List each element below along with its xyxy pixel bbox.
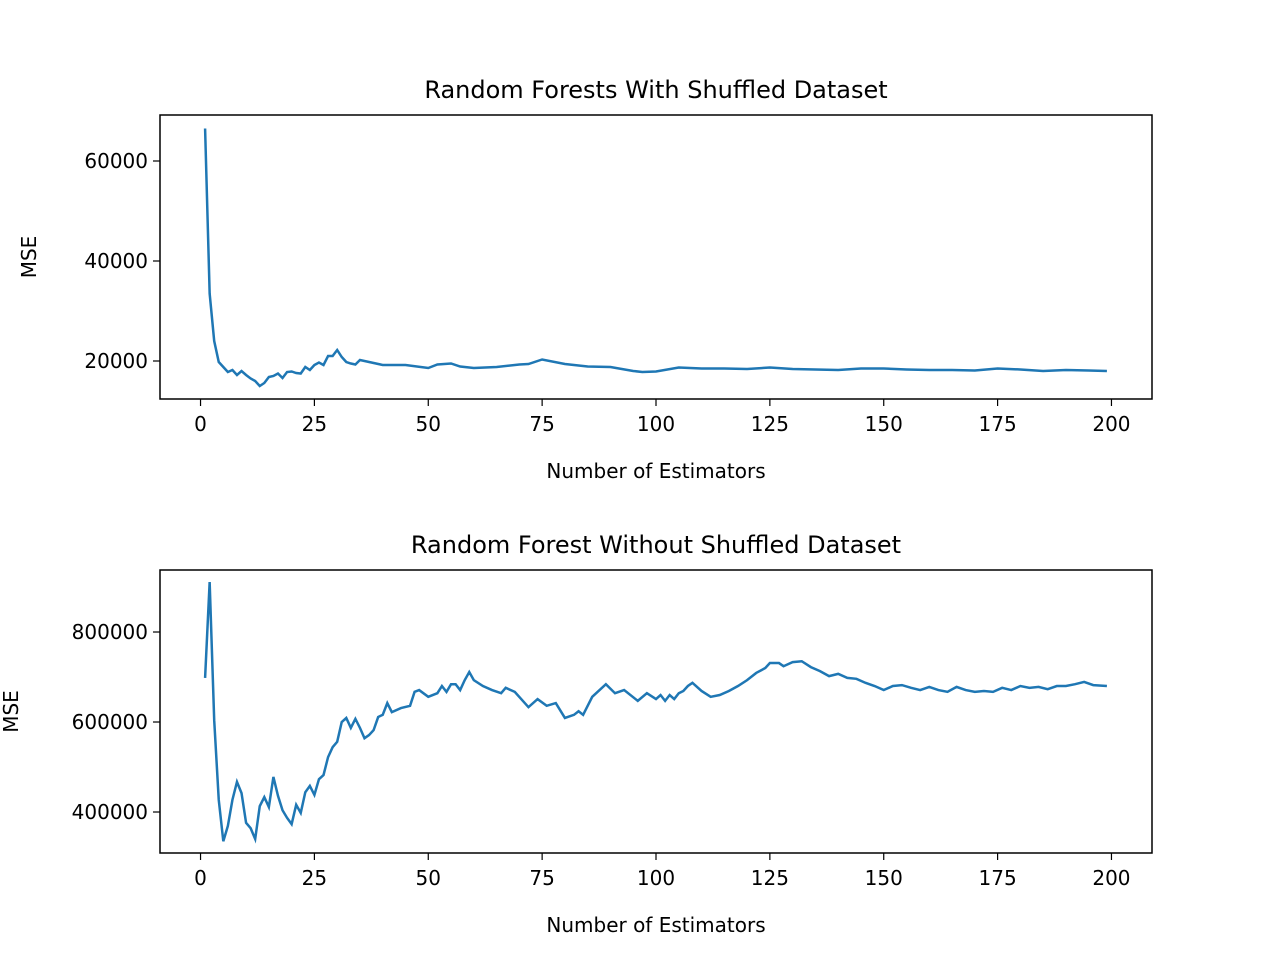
y-tick-label: 20000 xyxy=(84,349,148,373)
y-tick-label: 600000 xyxy=(72,710,148,734)
x-axis-label: Number of Estimators xyxy=(546,913,765,937)
x-tick-label: 50 xyxy=(416,866,441,890)
x-tick-label: 125 xyxy=(751,412,789,436)
x-tick-label: 200 xyxy=(1092,866,1130,890)
y-tick-label: 400000 xyxy=(72,800,148,824)
x-tick-label: 25 xyxy=(302,412,327,436)
x-tick-label: 175 xyxy=(979,412,1017,436)
x-tick-label: 175 xyxy=(979,866,1017,890)
x-tick-label: 150 xyxy=(865,866,903,890)
line xyxy=(203,582,1107,844)
x-tick-label: 100 xyxy=(637,412,675,436)
y-axis-label: MSE xyxy=(17,236,41,279)
x-tick-label: 150 xyxy=(865,412,903,436)
x-tick-label: 0 xyxy=(194,866,207,890)
y-axis-label: MSE xyxy=(0,690,23,733)
x-axis-label: Number of Estimators xyxy=(546,459,765,483)
x-tick-label: 200 xyxy=(1092,412,1130,436)
chart-title: Random Forest Without Shuffled Dataset xyxy=(411,531,901,559)
x-tick-label: 125 xyxy=(751,866,789,890)
y-tick-label: 60000 xyxy=(84,149,148,173)
x-tick-label: 75 xyxy=(529,412,554,436)
x-tick-label: 25 xyxy=(302,866,327,890)
x-tick-label: 100 xyxy=(637,866,675,890)
x-tick-label: 75 xyxy=(529,866,554,890)
axes-frame xyxy=(159,569,1153,854)
y-tick-label: 800000 xyxy=(72,620,148,644)
chart-title: Random Forests With Shuffled Dataset xyxy=(424,76,887,104)
y-tick-label: 40000 xyxy=(84,249,148,273)
axes-frame xyxy=(159,114,1153,400)
line xyxy=(203,128,1107,388)
x-tick-label: 50 xyxy=(416,412,441,436)
x-tick-label: 0 xyxy=(194,412,207,436)
